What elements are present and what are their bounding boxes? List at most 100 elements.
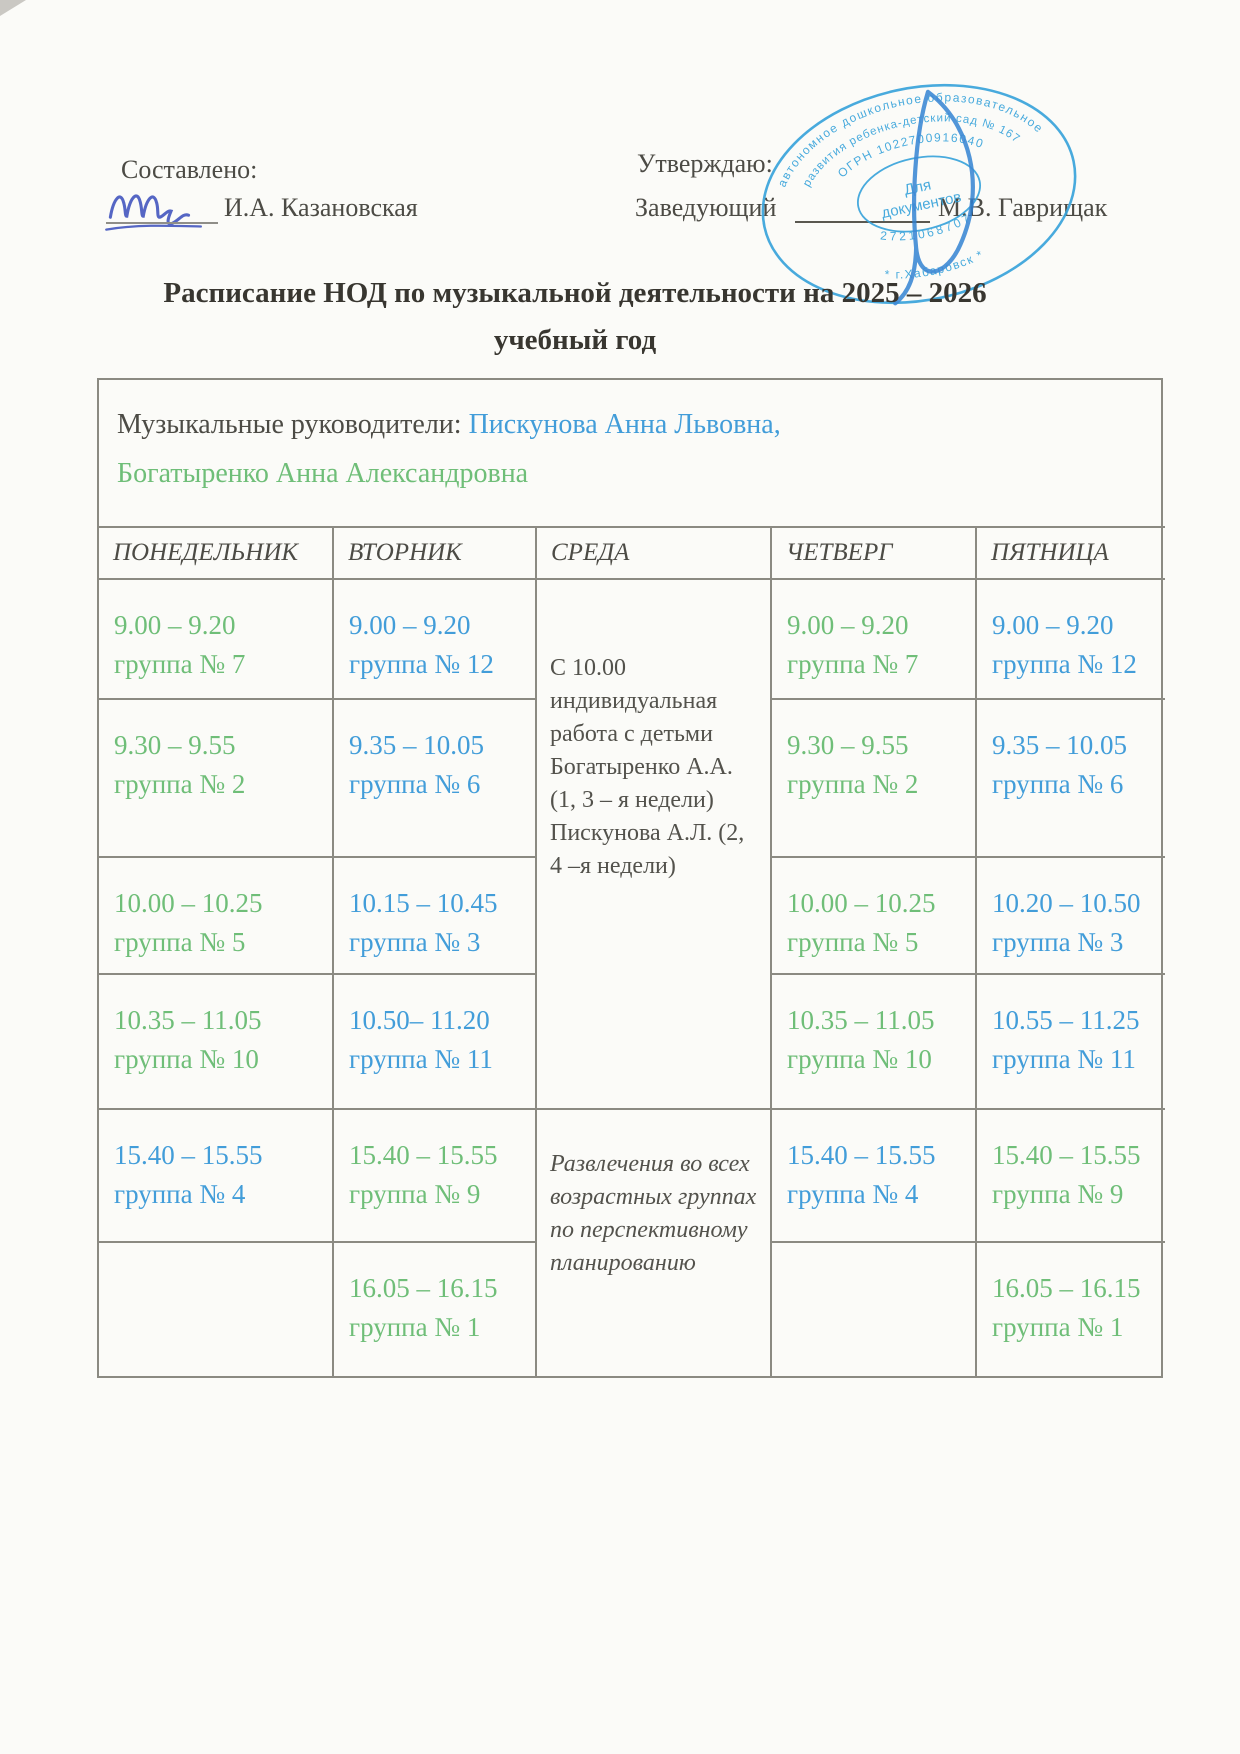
schedule-cell-friday-3: 10.20 – 10.50 группа № 3: [977, 858, 1165, 975]
day-header-wednesday: СРЕДА: [537, 528, 772, 580]
time-range: 9.00 – 9.20: [114, 610, 236, 640]
leaders-line1: Музыкальные руководители: Пискунова Анна…: [117, 400, 1145, 449]
title-line1: Расписание НОД по музыкальной деятельнос…: [163, 277, 987, 309]
time-range: 15.40 – 15.55: [114, 1140, 263, 1170]
group-label: группа № 1: [349, 1312, 481, 1342]
time-range: 16.05 – 16.15: [349, 1273, 498, 1303]
schedule-cell-monday-3: 10.00 – 10.25 группа № 5: [99, 858, 334, 975]
time-range: 9.00 – 9.20: [992, 610, 1114, 640]
schedule-cell-thursday-2: 9.30 – 9.55 группа № 2: [772, 700, 977, 858]
schedule-cell-thursday-3: 10.00 – 10.25 группа № 5: [772, 858, 977, 975]
time-range: 9.30 – 9.55: [787, 730, 909, 760]
schedule-cell-tuesday-2: 9.35 – 10.05 группа № 6: [334, 700, 537, 858]
time-range: 16.05 – 16.15: [992, 1273, 1141, 1303]
leaders-label: Музыкальные руководители:: [117, 409, 462, 440]
schedule-table: Музыкальные руководители: Пискунова Анна…: [97, 378, 1165, 1378]
schedule-cell-thursday-4: 10.35 – 11.05 группа № 10: [772, 975, 977, 1110]
schedule-cell-tuesday-3: 10.15 – 10.45 группа № 3: [334, 858, 537, 975]
time-range: 10.20 – 10.50: [992, 888, 1141, 918]
day-header-monday: ПОНЕДЕЛЬНИК: [99, 528, 334, 580]
stamp-center-line1: Для: [903, 177, 933, 199]
time-range: 10.55 – 11.25: [992, 1005, 1140, 1035]
time-range: 15.40 – 15.55: [787, 1140, 936, 1170]
title-line2: учебный год: [493, 324, 657, 356]
group-label: группа № 10: [787, 1044, 932, 1074]
approve-role: Заведующий: [635, 193, 777, 222]
schedule-cell-thursday-5: 15.40 – 15.55 группа № 4: [772, 1110, 977, 1243]
svg-text:развития ребенка-детский сад №: развития ребенка-детский сад № 167: [792, 93, 1024, 191]
group-label: группа № 6: [349, 769, 481, 799]
signature-underline: [106, 222, 218, 224]
group-label: группа № 11: [992, 1044, 1136, 1074]
stamp-ogrn-text: ОГРН 1022700916040: [831, 118, 989, 182]
day-header-thursday: ЧЕТВЕРГ: [772, 528, 977, 580]
approve-name: М.В. Гаврищак: [938, 193, 1108, 222]
document-title: Расписание НОД по музыкальной деятельнос…: [60, 270, 1090, 364]
day-header-friday: ПЯТНИЦА: [977, 528, 1165, 580]
group-label: группа № 7: [114, 649, 246, 679]
group-label: группа № 10: [114, 1044, 259, 1074]
scan-corner-artifact: [0, 0, 26, 16]
schedule-cell-thursday-6-empty: [772, 1243, 977, 1378]
time-range: 10.35 – 11.05: [787, 1005, 935, 1035]
time-range: 9.00 – 9.20: [349, 610, 471, 640]
schedule-cell-monday-2: 9.30 – 9.55 группа № 2: [99, 700, 334, 858]
svg-text:автономное дошкольное образова: автономное дошкольное образовательное: [762, 66, 1048, 191]
stamp-ring-mid-text: развития ребенка-детский сад № 167: [792, 93, 1024, 191]
time-range: 10.15 – 10.45: [349, 888, 498, 918]
leader-name-2: Богатыренко Анна Александровна: [117, 458, 529, 489]
schedule-cell-thursday-1: 9.00 – 9.20 группа № 7: [772, 580, 977, 700]
time-range: 15.40 – 15.55: [992, 1140, 1141, 1170]
schedule-cell-tuesday-4: 10.50– 11.20 группа № 11: [334, 975, 537, 1110]
schedule-cell-friday-2: 9.35 – 10.05 группа № 6: [977, 700, 1165, 858]
group-label: группа № 5: [114, 927, 246, 957]
time-range: 10.00 – 10.25: [787, 888, 936, 918]
group-label: группа № 3: [349, 927, 481, 957]
group-label: группа № 12: [992, 649, 1137, 679]
schedule-cell-friday-6: 16.05 – 16.15 группа № 1: [977, 1243, 1165, 1378]
time-range: 9.35 – 10.05: [349, 730, 484, 760]
group-label: группа № 7: [787, 649, 919, 679]
group-label: группа № 4: [114, 1179, 246, 1209]
group-label: группа № 11: [349, 1044, 493, 1074]
wednesday-entertainment-cell: Развлечения во всех возрастных группах п…: [537, 1110, 772, 1378]
schedule-cell-monday-5: 15.40 – 15.55 группа № 4: [99, 1110, 334, 1243]
schedule-cell-tuesday-5: 15.40 – 15.55 группа № 9: [334, 1110, 537, 1243]
schedule-cell-friday-1: 9.00 – 9.20 группа № 12: [977, 580, 1165, 700]
composed-label: Составлено:: [121, 155, 258, 184]
day-header-tuesday: ВТОРНИК: [334, 528, 537, 580]
schedule-cell-friday-5: 15.40 – 15.55 группа № 9: [977, 1110, 1165, 1243]
time-range: 9.35 – 10.05: [992, 730, 1127, 760]
schedule-cell-friday-4: 10.55 – 11.25 группа № 11: [977, 975, 1165, 1110]
group-label: группа № 5: [787, 927, 919, 957]
svg-text:ОГРН 1022700916040: ОГРН 1022700916040: [831, 118, 989, 182]
group-label: группа № 9: [349, 1179, 481, 1209]
time-range: 10.00 – 10.25: [114, 888, 263, 918]
approve-signature-line: [795, 221, 930, 223]
schedule-cell-monday-6-empty: [99, 1243, 334, 1378]
stamp-ring-outer-text: автономное дошкольное образовательное: [762, 66, 1048, 191]
wednesday-individual-work-cell: С 10.00 индивидуальная работа с детьми Б…: [537, 580, 772, 1110]
group-label: группа № 2: [787, 769, 919, 799]
approve-label: Утверждаю:: [637, 149, 773, 178]
time-range: 10.50– 11.20: [349, 1005, 490, 1035]
schedule-cell-tuesday-6: 16.05 – 16.15 группа № 1: [334, 1243, 537, 1378]
time-range: 10.35 – 11.05: [114, 1005, 262, 1035]
group-label: группа № 3: [992, 927, 1124, 957]
time-range: 9.30 – 9.55: [114, 730, 236, 760]
leaders-header-cell: Музыкальные руководители: Пискунова Анна…: [99, 380, 1165, 528]
group-label: группа № 4: [787, 1179, 919, 1209]
group-label: группа № 1: [992, 1312, 1124, 1342]
schedule-cell-monday-4: 10.35 – 11.05 группа № 10: [99, 975, 334, 1110]
group-label: группа № 12: [349, 649, 494, 679]
time-range: 9.00 – 9.20: [787, 610, 909, 640]
group-label: группа № 2: [114, 769, 246, 799]
group-label: группа № 6: [992, 769, 1124, 799]
handwritten-signature-left: [105, 194, 203, 231]
leader-name-1: Пискунова Анна Львовна,: [468, 409, 781, 440]
time-range: 15.40 – 15.55: [349, 1140, 498, 1170]
schedule-cell-monday-1: 9.00 – 9.20 группа № 7: [99, 580, 334, 700]
group-label: группа № 9: [992, 1179, 1124, 1209]
composed-name: И.А. Казановская: [224, 193, 418, 222]
